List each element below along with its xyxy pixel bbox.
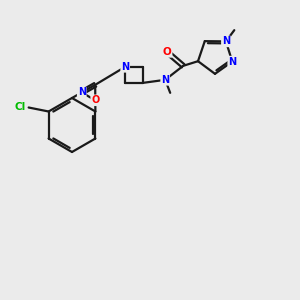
Text: N: N xyxy=(228,57,236,67)
Text: N: N xyxy=(121,62,129,72)
Text: N: N xyxy=(161,75,169,85)
Text: N: N xyxy=(222,36,230,46)
Text: O: O xyxy=(91,95,99,105)
Text: O: O xyxy=(163,47,172,57)
Text: N: N xyxy=(78,88,86,98)
Text: Cl: Cl xyxy=(15,101,26,112)
